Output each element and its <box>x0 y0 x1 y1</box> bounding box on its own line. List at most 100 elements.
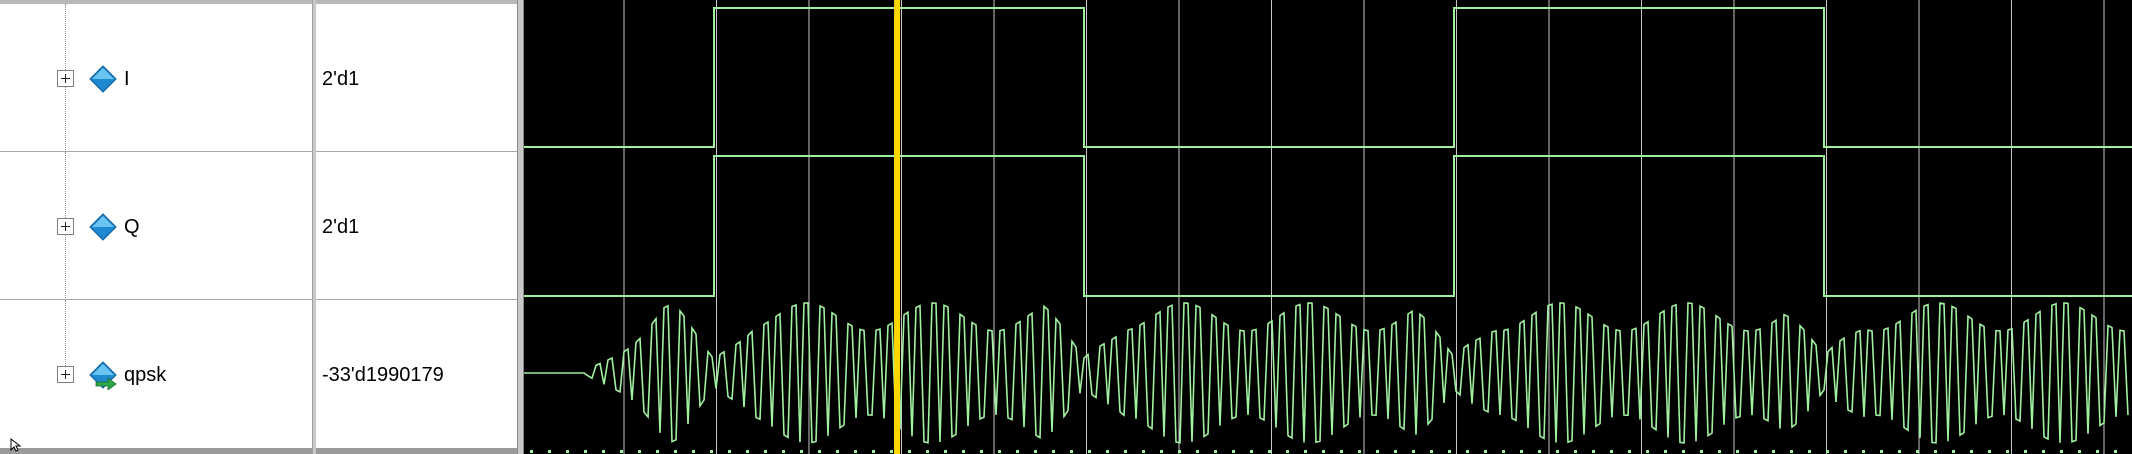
tick-dot <box>1772 450 1775 453</box>
tick-dot <box>2024 450 2027 453</box>
expand-toggle-icon[interactable] <box>57 70 74 87</box>
tick-dot <box>908 450 911 453</box>
tick-dot <box>1682 450 1685 453</box>
diamond-signal-icon <box>89 65 117 93</box>
tick-dot <box>836 450 839 453</box>
tick-dot <box>638 450 641 453</box>
tick-dot <box>656 450 659 453</box>
value-cell-qpsk: -33'd1990179 <box>316 300 517 450</box>
tick-dot <box>1826 450 1829 453</box>
tick-dot <box>764 450 767 453</box>
waveform-plot <box>524 0 2132 454</box>
tick-dot <box>1790 450 1793 453</box>
tick-dot <box>2006 450 2009 453</box>
tick-dot <box>1340 450 1343 453</box>
tick-dot <box>1106 450 1109 453</box>
tick-dot <box>1610 450 1613 453</box>
tick-dot <box>566 450 569 453</box>
tick-dot <box>1286 450 1289 453</box>
time-tick-markers <box>530 450 2117 453</box>
tick-dot <box>1700 450 1703 453</box>
signal-name: I <box>124 68 130 90</box>
tick-dot <box>1592 450 1595 453</box>
tick-dot <box>1466 450 1469 453</box>
tick-dot <box>1718 450 1721 453</box>
value-cell-i: 2'd1 <box>316 4 517 152</box>
signal-name: Q <box>124 216 140 238</box>
tick-dot <box>1070 450 1073 453</box>
signal-row-qpsk[interactable]: qpsk <box>0 300 312 450</box>
value-column-footer <box>316 448 517 454</box>
tick-dot <box>1448 450 1451 453</box>
expand-toggle-icon[interactable] <box>57 366 74 383</box>
tick-dot <box>926 450 929 453</box>
tick-dot <box>1556 450 1559 453</box>
waveform-splitter[interactable] <box>517 0 524 454</box>
value-cell-q: 2'd1 <box>316 152 517 300</box>
waveform-q <box>524 155 2132 297</box>
tick-dot <box>620 450 623 453</box>
signal-row-i[interactable]: I <box>0 4 312 152</box>
name-column-header-strip <box>0 0 312 4</box>
tick-dot <box>710 450 713 453</box>
tick-dot <box>962 450 965 453</box>
tick-dot <box>1178 450 1181 453</box>
tick-dot <box>1808 450 1811 453</box>
waveform-canvas[interactable] <box>524 0 2132 454</box>
tick-dot <box>1376 450 1379 453</box>
tick-dot <box>1574 450 1577 453</box>
tick-dot <box>782 450 785 453</box>
signal-value-column: 2'd1 2'd1 -33'd1990179 <box>316 0 517 454</box>
tick-dot <box>1268 450 1271 453</box>
tick-dot <box>1394 450 1397 453</box>
expand-toggle-icon[interactable] <box>57 218 74 235</box>
tick-dot <box>1160 450 1163 453</box>
tick-dot <box>1970 450 1973 453</box>
tick-dot <box>1844 450 1847 453</box>
tick-dot <box>2114 450 2117 453</box>
analog-signal-icon <box>89 361 117 390</box>
tick-dot <box>890 450 893 453</box>
tick-dot <box>1232 450 1235 453</box>
tick-dot <box>1196 450 1199 453</box>
name-column-footer <box>0 448 312 454</box>
tick-dot <box>1862 450 1865 453</box>
tick-dot <box>1880 450 1883 453</box>
tick-dot <box>584 450 587 453</box>
tick-dot <box>980 450 983 453</box>
column-splitter[interactable] <box>312 0 316 454</box>
tick-dot <box>2042 450 2045 453</box>
pointer-arrow-icon <box>10 438 22 452</box>
tick-dot <box>1430 450 1433 453</box>
tick-dot <box>1664 450 1667 453</box>
tick-dot <box>818 450 821 453</box>
tick-dot <box>1646 450 1649 453</box>
tick-dot <box>1520 450 1523 453</box>
tick-dot <box>602 450 605 453</box>
tick-dot <box>944 450 947 453</box>
signal-row-q[interactable]: Q <box>0 152 312 300</box>
tick-dot <box>1142 450 1145 453</box>
tick-dot <box>1358 450 1361 453</box>
tick-dot <box>998 450 1001 453</box>
tick-dot <box>1304 450 1307 453</box>
tick-dot <box>800 450 803 453</box>
tick-dot <box>728 450 731 453</box>
tick-dot <box>1322 450 1325 453</box>
value-column-header-strip <box>316 0 517 4</box>
signal-name-column: I Q qpsk <box>0 0 312 454</box>
signal-value: 2'd1 <box>322 216 360 238</box>
tick-dot <box>1412 450 1415 453</box>
tree-line <box>65 300 66 376</box>
tick-dot <box>1016 450 1019 453</box>
tick-dot <box>1934 450 1937 453</box>
tick-dot <box>746 450 749 453</box>
signal-value: -33'd1990179 <box>322 364 444 386</box>
tick-dot <box>1538 450 1541 453</box>
tick-dot <box>548 450 551 453</box>
tick-dot <box>1952 450 1955 453</box>
tick-dot <box>674 450 677 453</box>
tick-dot <box>530 450 533 453</box>
tick-dot <box>1088 450 1091 453</box>
tick-dot <box>1736 450 1739 453</box>
